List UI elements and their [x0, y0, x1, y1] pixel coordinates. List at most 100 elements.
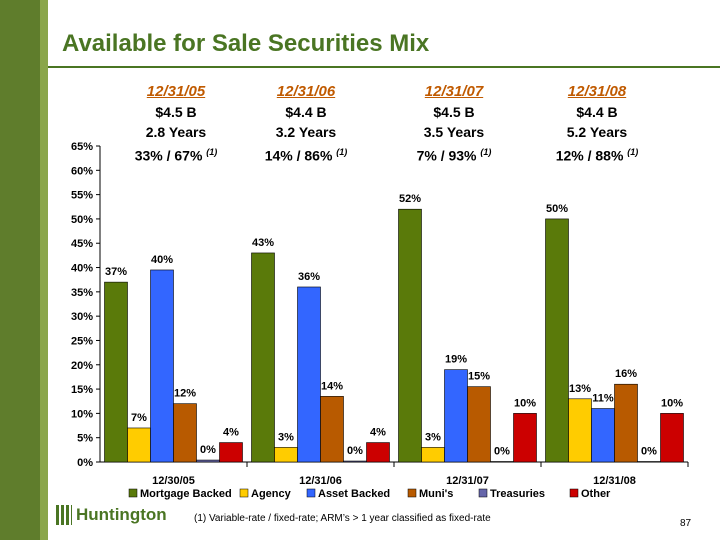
y-tick-label: 60% [71, 165, 93, 177]
bar-data-label: 4% [223, 427, 239, 439]
bar [127, 427, 151, 463]
bar-data-label: 10% [661, 397, 683, 409]
bar-data-label: 52% [399, 193, 421, 205]
legend-swatch [239, 488, 249, 498]
bar [173, 403, 197, 463]
bar [568, 398, 592, 463]
legend-label: Agency [251, 488, 292, 500]
bar [320, 396, 344, 463]
x-tick-label: 12/30/05 [152, 475, 195, 487]
bar-data-label: 4% [370, 427, 386, 439]
y-tick-label: 10% [71, 408, 93, 420]
bar [513, 413, 537, 463]
header-date: 12/31/06 [276, 83, 336, 100]
bar [398, 208, 422, 463]
bar-data-label: 15% [468, 371, 490, 383]
bar [490, 461, 514, 463]
logo-text: Huntington [76, 505, 167, 524]
y-tick-label: 50% [71, 214, 93, 226]
bar [219, 442, 243, 463]
header-mix: 12% / 88% [555, 147, 624, 164]
x-tick-label: 12/31/08 [593, 475, 636, 487]
legend-label: Mortgage Backed [140, 488, 232, 500]
y-tick-label: 40% [71, 263, 93, 275]
company-logo: Huntington [56, 505, 167, 525]
bar-data-label: 0% [200, 444, 216, 456]
bar [196, 459, 220, 463]
bar [660, 413, 684, 463]
y-tick-label: 15% [71, 384, 93, 396]
bar-data-label: 40% [151, 254, 173, 266]
y-tick-label: 5% [77, 433, 93, 445]
bar [150, 269, 174, 463]
y-tick-label: 55% [71, 190, 93, 202]
y-tick-label: 20% [71, 360, 93, 372]
y-tick-label: 30% [71, 311, 93, 323]
left-accent-stripe [40, 0, 48, 540]
header-note: (1) [206, 147, 218, 157]
header-mix: 14% / 86% [264, 147, 333, 164]
header-years: 5.2 Years [566, 124, 628, 140]
bar-data-label: 43% [252, 237, 274, 249]
legend-label: Muni's [419, 488, 453, 500]
bar [274, 447, 298, 463]
header-amount: $4.4 B [576, 104, 618, 120]
bar-data-label: 36% [298, 271, 320, 283]
bar [545, 218, 569, 463]
header-note: (1) [480, 147, 492, 157]
y-tick-label: 0% [77, 457, 93, 469]
legend-label: Treasuries [490, 488, 545, 500]
header-amount: $4.5 B [433, 104, 475, 120]
x-tick-label: 12/31/06 [299, 475, 342, 487]
page-number: 87 [680, 518, 692, 529]
bar-data-label: 16% [615, 368, 637, 380]
bar [591, 408, 615, 463]
bar-data-label: 14% [321, 380, 343, 392]
header-col-1: 12/31/05 $4.5 B 2.8 Years 33% / 67% (1) [101, 82, 251, 166]
legend-swatch [569, 488, 579, 498]
header-note: (1) [336, 147, 348, 157]
bar [614, 383, 638, 463]
left-accent-bar [0, 0, 40, 540]
bar [297, 286, 321, 463]
legend-label: Asset Backed [318, 488, 390, 500]
bar [421, 447, 445, 463]
bar [467, 386, 491, 463]
x-tick-label: 12/31/07 [446, 475, 489, 487]
bar-data-label: 37% [105, 266, 127, 278]
header-amount: $4.4 B [285, 104, 327, 120]
page-title: Available for Sale Securities Mix [62, 30, 430, 57]
bar-data-label: 0% [347, 445, 363, 457]
legend-label: Other [581, 488, 611, 500]
footnote: (1) Variable-rate / fixed-rate; ARM’s > … [194, 513, 491, 524]
title-divider [48, 66, 720, 68]
bar-data-label: 11% [592, 393, 614, 405]
header-mix: 33% / 67% [134, 147, 203, 164]
legend-swatch [478, 488, 488, 498]
bar-data-label: 13% [569, 383, 591, 395]
bar [366, 442, 390, 463]
bar-data-label: 50% [546, 203, 568, 215]
bar [343, 460, 367, 463]
legend-swatch [407, 488, 417, 498]
legend-swatch [128, 488, 138, 498]
header-col-3: 12/31/07 $4.5 B 3.5 Years 7% / 93% (1) [379, 82, 529, 166]
bar-data-label: 3% [278, 431, 294, 443]
bar-data-label: 7% [131, 412, 147, 424]
bar-data-label: 0% [641, 446, 657, 458]
header-date: 12/31/07 [424, 83, 484, 100]
y-tick-label: 35% [71, 287, 93, 299]
header-col-2: 12/31/06 $4.4 B 3.2 Years 14% / 86% (1) [231, 82, 381, 166]
y-tick-label: 65% [71, 141, 93, 153]
bar-data-label: 3% [425, 431, 441, 443]
header-date: 12/31/08 [567, 83, 627, 100]
header-years: 2.8 Years [145, 124, 207, 140]
header-note: (1) [627, 147, 639, 157]
y-tick-label: 45% [71, 238, 93, 250]
bar [637, 461, 661, 463]
header-amount: $4.5 B [155, 104, 197, 120]
header-years: 3.5 Years [423, 124, 485, 140]
bar-data-label: 0% [494, 446, 510, 458]
header-mix: 7% / 93% [416, 147, 477, 164]
